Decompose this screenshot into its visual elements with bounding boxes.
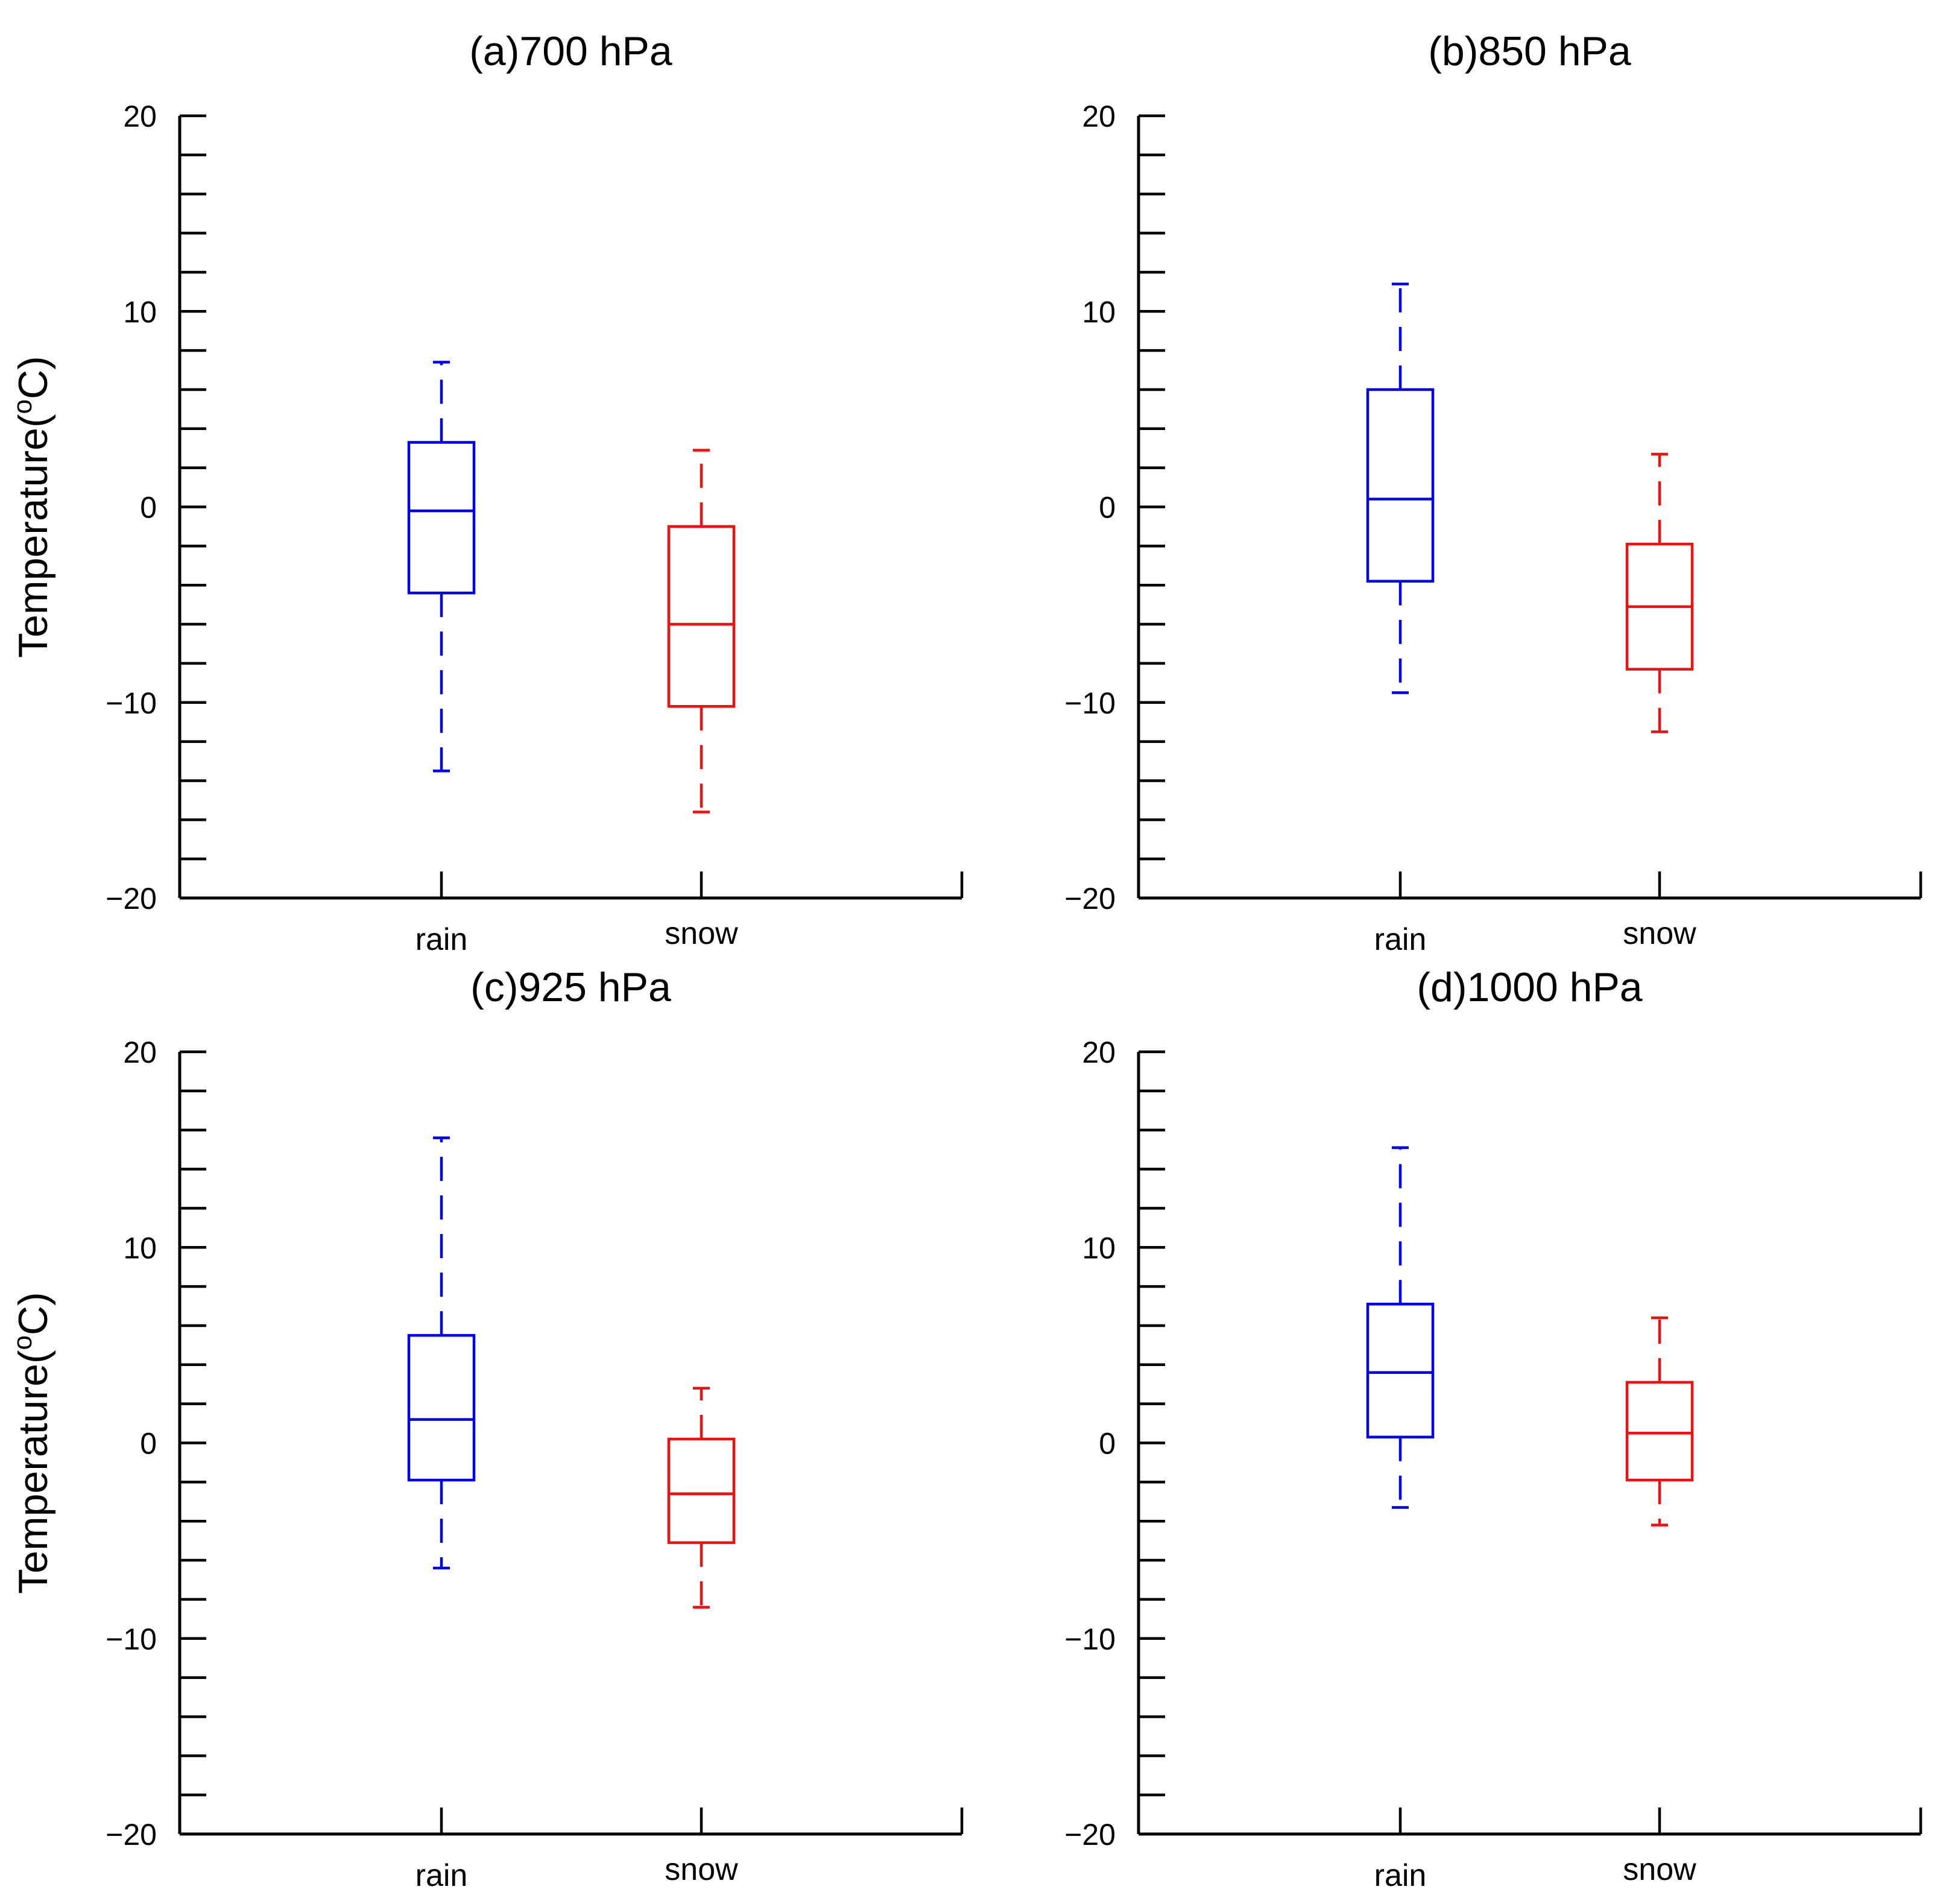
box-rain bbox=[407, 361, 476, 773]
category-label-rain: rain bbox=[1374, 922, 1427, 957]
category-label-rain: rain bbox=[415, 922, 468, 957]
y-tick-label: 20 bbox=[123, 1036, 157, 1069]
box-snow bbox=[1625, 1316, 1694, 1526]
panel-b: (b)850 hPa −20 −10 0 10 20 rain snow bbox=[1064, 28, 1923, 957]
panel-c: (c)925 hPa −20 −10 0 10 20 Temperature(oC) rain… bbox=[8, 964, 964, 1893]
y-tick-label: −20 bbox=[106, 882, 157, 916]
iqr-box bbox=[407, 441, 476, 595]
y-tick-label: 0 bbox=[1099, 491, 1116, 525]
iqr-box bbox=[1366, 388, 1435, 583]
y-tick-label: 20 bbox=[1082, 100, 1116, 133]
box-rain bbox=[407, 1136, 476, 1570]
y-tick-label: −10 bbox=[106, 686, 157, 720]
category-label-snow: snow bbox=[1623, 1852, 1696, 1887]
iqr-box bbox=[667, 525, 736, 708]
y-axis-label: Temperature(oC) bbox=[8, 356, 56, 658]
panel-title: (d)1000 hPa bbox=[1417, 964, 1642, 1010]
y-tick-label: −20 bbox=[1064, 882, 1116, 916]
category-label-snow: snow bbox=[665, 916, 738, 951]
y-tick-label: 20 bbox=[1082, 1036, 1116, 1069]
y-axis-label-main: Temperature( bbox=[10, 414, 56, 658]
y-axis-label-superscript: o bbox=[8, 399, 37, 414]
iqr-box bbox=[1366, 1303, 1435, 1439]
iqr-box bbox=[407, 1333, 476, 1482]
panel-a: (a)700 hPa −20 −10 0 10 20 Temperature(oC) rain… bbox=[8, 28, 964, 957]
y-tick-label: −20 bbox=[1064, 1818, 1116, 1852]
iqr-box bbox=[667, 1437, 736, 1545]
y-axis-label-superscript: o bbox=[8, 1335, 37, 1350]
box-snow bbox=[667, 1387, 736, 1609]
box-rain bbox=[1366, 1146, 1435, 1509]
box-rain bbox=[1366, 282, 1435, 694]
panel-title: (b)850 hPa bbox=[1428, 28, 1631, 74]
y-tick-label: −10 bbox=[106, 1622, 157, 1656]
y-axis-label-main: Temperature( bbox=[10, 1350, 56, 1594]
y-tick-label: 20 bbox=[123, 100, 157, 133]
box-snow bbox=[667, 449, 736, 814]
panel-title: (a)700 hPa bbox=[469, 28, 672, 74]
y-tick-label: −10 bbox=[1064, 1622, 1116, 1656]
y-tick-label: 0 bbox=[1099, 1427, 1116, 1461]
category-label-snow: snow bbox=[1623, 916, 1696, 951]
category-label-snow: snow bbox=[665, 1852, 738, 1887]
category-label-rain: rain bbox=[415, 1858, 468, 1893]
y-tick-label: 10 bbox=[123, 1231, 157, 1265]
panel-title: (c)925 hPa bbox=[470, 964, 671, 1010]
y-tick-label: 10 bbox=[1082, 295, 1116, 329]
y-tick-label: 10 bbox=[123, 295, 157, 329]
y-tick-label: 0 bbox=[140, 491, 157, 525]
y-tick-label: 0 bbox=[140, 1427, 157, 1461]
y-tick-label: −10 bbox=[1064, 686, 1116, 720]
category-label-rain: rain bbox=[1374, 1858, 1427, 1893]
y-tick-label: 10 bbox=[1082, 1231, 1116, 1265]
panel-d: (d)1000 hPa −20 −10 0 10 20 rain snow bbox=[1064, 964, 1923, 1893]
y-axis-label: Temperature(oC) bbox=[8, 1292, 56, 1594]
y-axis-label-unit: C) bbox=[10, 356, 56, 399]
y-axis-label-unit: C) bbox=[10, 1292, 56, 1335]
y-tick-label: −20 bbox=[106, 1818, 157, 1852]
box-snow bbox=[1625, 452, 1694, 733]
iqr-box bbox=[1625, 1381, 1694, 1482]
